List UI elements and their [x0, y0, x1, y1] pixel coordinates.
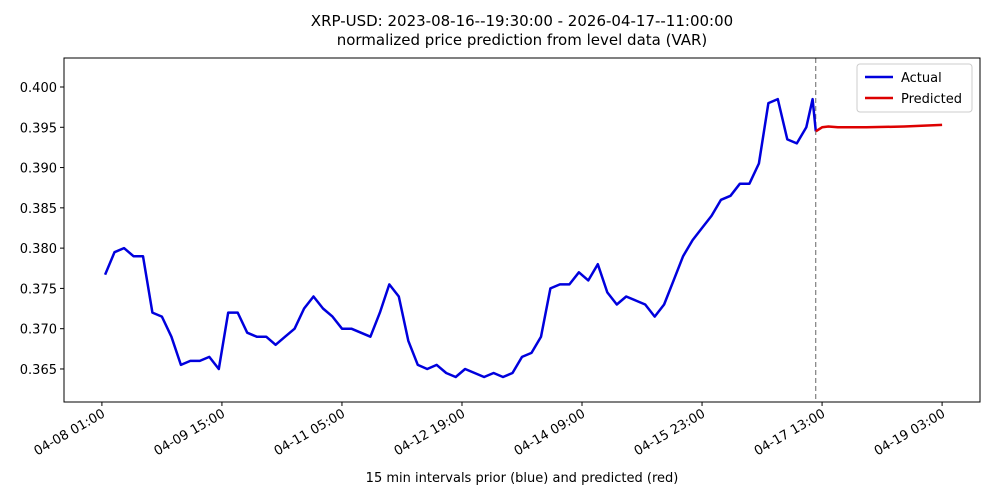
x-tick-label: 04-08 01:00	[32, 406, 108, 459]
y-tick-label: 0.400	[20, 81, 57, 96]
plot-frame	[63, 57, 981, 403]
y-tick-label: 0.370	[20, 323, 57, 338]
legend-label: Predicted	[901, 92, 962, 107]
y-tick-label: 0.380	[20, 242, 57, 257]
y-tick-label: 0.385	[20, 202, 57, 217]
y-tick-label: 0.390	[20, 162, 57, 177]
legend-label: Actual	[901, 71, 942, 86]
y-tick-label: 0.365	[20, 363, 57, 378]
y-tick-label: 0.395	[20, 121, 57, 136]
x-axis-label: 15 min intervals prior (blue) and predic…	[366, 471, 679, 486]
data-line	[815, 123, 943, 133]
chart-subtitle: normalized price prediction from level d…	[337, 31, 708, 49]
y-tick-label: 0.375	[20, 282, 57, 297]
x-tick-label: 04-11 05:00	[272, 406, 348, 459]
data-line	[103, 97, 818, 379]
x-tick-label: 04-14 09:00	[512, 406, 588, 459]
x-tick-label: 04-09 15:00	[152, 406, 228, 459]
x-tick-label: 04-12 19:00	[392, 406, 468, 459]
x-tick-label: 04-15 23:00	[632, 406, 708, 459]
x-tick-label: 04-19 03:00	[872, 406, 948, 459]
x-tick-label: 04-17 13:00	[752, 406, 828, 459]
chart-title: XRP-USD: 2023-08-16--19:30:00 - 2026-04-…	[311, 12, 733, 30]
